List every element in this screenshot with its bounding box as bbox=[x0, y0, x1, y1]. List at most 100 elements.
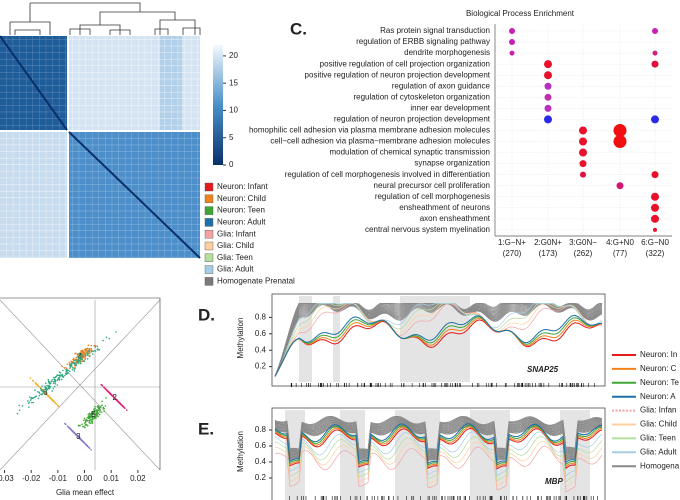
scatter-point bbox=[84, 426, 86, 429]
scatter-point bbox=[49, 396, 51, 399]
term-label: homophilic cell adhesion via plasma memb… bbox=[249, 126, 490, 135]
scatter-point bbox=[67, 369, 70, 372]
scatter-point bbox=[16, 412, 19, 415]
scatter-point bbox=[119, 402, 122, 405]
scatter-point bbox=[84, 421, 87, 424]
scatter-point bbox=[92, 350, 95, 353]
scatter-guides bbox=[0, 297, 161, 471]
scatter-point bbox=[100, 383, 103, 386]
scatter-point bbox=[30, 396, 33, 399]
scatter-point bbox=[83, 356, 85, 359]
scatter-point bbox=[47, 386, 50, 388]
scatter-point bbox=[45, 388, 48, 391]
methylation-curve bbox=[274, 319, 603, 377]
scatter-point bbox=[59, 374, 62, 377]
scatter-point bbox=[90, 418, 92, 421]
term-label: axon ensheathment bbox=[420, 214, 491, 223]
cluster-label: 2 bbox=[112, 393, 117, 402]
enrichment-dot bbox=[544, 82, 552, 90]
scatter-point bbox=[71, 368, 74, 371]
scatter-point bbox=[94, 346, 97, 348]
scatter-point bbox=[85, 444, 88, 446]
scatter-point bbox=[34, 382, 37, 385]
term-label: cell−cell adhesion via plasma−membrane a… bbox=[270, 137, 490, 146]
enrichment-dot bbox=[651, 171, 659, 179]
scatter-point bbox=[55, 375, 58, 378]
scatter-point bbox=[101, 404, 103, 407]
scatter-point bbox=[70, 365, 73, 367]
term-label: regulation of neuron projection developm… bbox=[334, 115, 491, 124]
scatter-point bbox=[74, 358, 77, 361]
scatter-point bbox=[88, 355, 91, 358]
scatter-point bbox=[79, 437, 81, 440]
scatter-point bbox=[86, 358, 89, 360]
scatter-point bbox=[28, 401, 30, 403]
scatter-point bbox=[30, 401, 33, 404]
enrichment-dot bbox=[613, 135, 627, 148]
scatter-point bbox=[99, 406, 101, 409]
scatter-point bbox=[21, 405, 24, 407]
scatter-point bbox=[64, 366, 66, 369]
scatter-point bbox=[81, 349, 84, 352]
group-count: (322) bbox=[646, 249, 665, 258]
term-label: dendrite morphogenesis bbox=[404, 48, 490, 57]
scatter-point bbox=[90, 448, 92, 451]
scatter-point bbox=[90, 415, 93, 417]
scatter-point bbox=[105, 397, 107, 399]
scatter-point bbox=[61, 365, 63, 368]
scatter-point bbox=[92, 411, 94, 414]
enrichment-dot bbox=[544, 115, 552, 124]
enrichment-dot bbox=[579, 148, 587, 157]
scatter-point bbox=[36, 384, 38, 386]
scatter-point bbox=[36, 390, 39, 393]
scatter-point bbox=[80, 351, 83, 353]
x-tick-label: -0.02 bbox=[22, 474, 41, 483]
scatter-point bbox=[70, 428, 72, 431]
cluster-label: 3 bbox=[76, 432, 81, 441]
scatter-point bbox=[93, 410, 95, 412]
scatter-point bbox=[94, 350, 97, 352]
enrichment-dot bbox=[652, 28, 658, 34]
enrichment-dot bbox=[579, 126, 587, 135]
x-tick-label: -0.03 bbox=[0, 474, 14, 483]
scatter-point bbox=[85, 350, 88, 353]
legend-swatch bbox=[204, 194, 214, 204]
scatter-point bbox=[41, 385, 43, 387]
panel-label: C. bbox=[290, 19, 307, 38]
panel-c-axes bbox=[494, 24, 672, 237]
scatter-point bbox=[121, 405, 124, 407]
legend-swatch bbox=[204, 277, 214, 286]
scatter-point bbox=[65, 372, 68, 375]
scatter-point bbox=[32, 397, 34, 399]
scatter-point bbox=[47, 380, 50, 382]
x-tick-label: 0.00 bbox=[77, 474, 93, 483]
scatter-point bbox=[74, 366, 76, 369]
scatter-point bbox=[83, 417, 86, 420]
scatter-point bbox=[78, 436, 80, 439]
scatter-point bbox=[117, 400, 119, 402]
legend-label: Glia: Adult bbox=[640, 447, 677, 456]
scatter-point bbox=[53, 378, 56, 381]
panel-d-frame bbox=[271, 293, 606, 387]
scatter-point bbox=[48, 387, 51, 390]
scatter-point bbox=[28, 406, 30, 408]
scatter-point bbox=[125, 409, 128, 411]
scatter-point bbox=[87, 413, 90, 416]
scatter-point bbox=[47, 378, 50, 381]
scatter-point bbox=[86, 352, 88, 354]
scatter-point bbox=[73, 431, 75, 434]
scatter-point bbox=[67, 426, 70, 428]
methylation-curve bbox=[274, 423, 603, 464]
term-label: central nervous system myelination bbox=[365, 225, 490, 234]
scatter-point bbox=[91, 349, 93, 352]
scatter-point bbox=[68, 370, 71, 372]
term-label: regulation of axon guidance bbox=[392, 81, 491, 90]
scatter-point bbox=[41, 390, 43, 392]
scatter-point bbox=[47, 384, 50, 387]
scatter-point bbox=[91, 418, 94, 421]
group-count: (262) bbox=[574, 249, 593, 258]
scatter-point bbox=[91, 420, 93, 423]
scatter-point bbox=[28, 396, 31, 398]
enrichment-dot bbox=[651, 192, 659, 201]
dendrogram bbox=[9, 2, 201, 35]
